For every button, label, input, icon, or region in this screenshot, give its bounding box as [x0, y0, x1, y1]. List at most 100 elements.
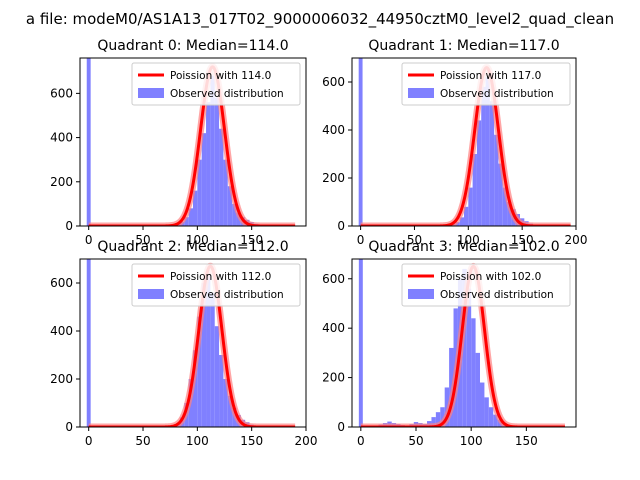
histogram-bar [459, 217, 464, 226]
histogram-bar [476, 120, 482, 226]
y-tick-label: 600 [322, 75, 345, 89]
histogram-bar [444, 387, 450, 427]
histogram-bar [227, 186, 233, 226]
figure-suptitle: a file: modeM0/AS1A13_017T02_9000006032_… [26, 10, 614, 29]
legend-box [131, 263, 301, 307]
histogram-bar [493, 414, 498, 427]
x-tick-label: 50 [408, 434, 423, 448]
quadrant-2-legend: Poission with 112.0 Observed distribution [131, 263, 301, 307]
x-tick-label: 100 [186, 233, 209, 247]
x-tick-label: 200 [295, 434, 318, 448]
histogram-bar [219, 355, 224, 427]
y-tick-label: 0 [337, 420, 345, 434]
y-tick-label: 600 [50, 86, 73, 100]
legend-histogram-swatch [138, 88, 164, 98]
legend-histogram-label: Observed distribution [440, 289, 554, 301]
histogram-bar [431, 417, 436, 427]
y-tick-label: 0 [65, 420, 73, 434]
legend-histogram-swatch [138, 289, 164, 299]
x-tick-label: 150 [515, 434, 538, 448]
histogram-bar [232, 203, 237, 226]
histogram-bar [502, 187, 508, 226]
histogram-bar [435, 412, 441, 427]
histogram-bar [210, 292, 215, 427]
y-tick-label: 400 [50, 131, 73, 145]
x-tick-label: 100 [457, 233, 480, 247]
legend-histogram-label: Observed distribution [170, 289, 284, 301]
x-tick-label: 150 [240, 434, 263, 448]
x-tick-label: 0 [85, 233, 93, 247]
histogram-bar [489, 101, 495, 226]
quadrant-1-legend: Poission with 117.0 Observed distribution [401, 62, 571, 106]
y-tick-label: 400 [322, 321, 345, 335]
quadrant-0-panel: 0 50 100 150 0 200 400 600 Quadrant 0: Median=11… [50, 38, 307, 247]
y-tick-label: 400 [322, 123, 345, 137]
histogram-spike-bar [358, 259, 363, 427]
histogram-bar [455, 222, 460, 226]
histogram-bar [193, 350, 198, 427]
quadrant-1-axes-frame [351, 57, 577, 227]
legend-poisson-label: Poission with 112.0 [170, 271, 271, 283]
x-tick-label: 0 [357, 434, 365, 448]
x-tick-label: 0 [85, 434, 93, 448]
x-tick-label: 50 [407, 233, 422, 247]
y-tick-label: 200 [50, 372, 73, 386]
histogram-bar [464, 206, 469, 226]
histogram-bar [466, 288, 472, 427]
x-tick-label: 50 [135, 434, 150, 448]
histogram-bar [197, 316, 202, 427]
histogram-bar [472, 154, 477, 226]
histogram-bar [223, 159, 228, 226]
quadrant-3-title: Quadrant 3: Median=102.0 [368, 239, 559, 255]
x-tick-label: 50 [135, 233, 150, 247]
histogram-bar [468, 187, 473, 226]
legend-box [401, 263, 571, 307]
histogram-bar [462, 268, 467, 427]
histogram-bar [475, 352, 480, 427]
histogram-bar [227, 395, 233, 427]
histogram-bar [471, 318, 476, 427]
legend-histogram-label: Observed distribution [440, 88, 554, 100]
histogram-bar [184, 217, 189, 226]
quadrant-0-legend: Poission with 114.0 Observed distribution [131, 62, 301, 106]
x-tick-label: 100 [186, 434, 209, 448]
y-tick-label: 400 [50, 324, 73, 338]
quadrant-2-title: Quadrant 2: Median=112.0 [97, 239, 288, 255]
histogram-bar [206, 273, 211, 427]
panels: 0 50 100 150 0 200 400 600 Quadrant 0: Median=11… [50, 38, 587, 448]
quadrant-3-legend: Poission with 102.0 Observed distribution [401, 263, 571, 307]
histogram-bar [214, 97, 220, 226]
quadrant-2-panel: 0 50 100 150 200 0 200 400 600 Quadrant 2: Median… [50, 239, 317, 448]
y-tick-label: 0 [65, 219, 73, 233]
y-tick-label: 200 [322, 171, 345, 185]
x-tick-label: 0 [357, 233, 365, 247]
histogram-bar [488, 407, 494, 427]
legend-histogram-label: Observed distribution [170, 88, 284, 100]
legend-poisson-label: Poission with 102.0 [440, 271, 541, 283]
histogram-bar [201, 133, 207, 226]
legend-histogram-swatch [408, 88, 434, 98]
legend-histogram-swatch [408, 289, 434, 299]
quadrant-0-title: Quadrant 0: Median=114.0 [97, 38, 288, 54]
x-tick-label: 150 [511, 233, 534, 247]
y-tick-label: 200 [322, 371, 345, 385]
y-tick-label: 600 [50, 276, 73, 290]
legend-poisson-label: Poission with 114.0 [170, 70, 271, 82]
histogram-bar [507, 202, 512, 226]
poisson-curve [359, 264, 566, 427]
histogram-spike-bar [358, 58, 363, 226]
x-tick-label: 200 [565, 233, 588, 247]
quadrant-1-panel: 0 50 100 150 200 0 200 400 600 Quadrant 1: Median… [322, 38, 587, 247]
histogram-bar [498, 163, 503, 226]
legend-poisson-label: Poission with 117.0 [440, 70, 541, 82]
histogram-bar [219, 128, 224, 226]
y-tick-label: 0 [337, 219, 345, 233]
histogram-bar [485, 77, 490, 226]
quadrant-0-axes-frame [79, 57, 307, 227]
histogram-spike-bar [86, 259, 91, 427]
histogram-bar [484, 397, 489, 427]
y-tick-label: 200 [50, 175, 73, 189]
histogram-bar [206, 102, 211, 226]
quadrant-3-panel: 0 50 100 150 0 200 400 600 Quadrant 3: Median=10… [322, 239, 577, 448]
